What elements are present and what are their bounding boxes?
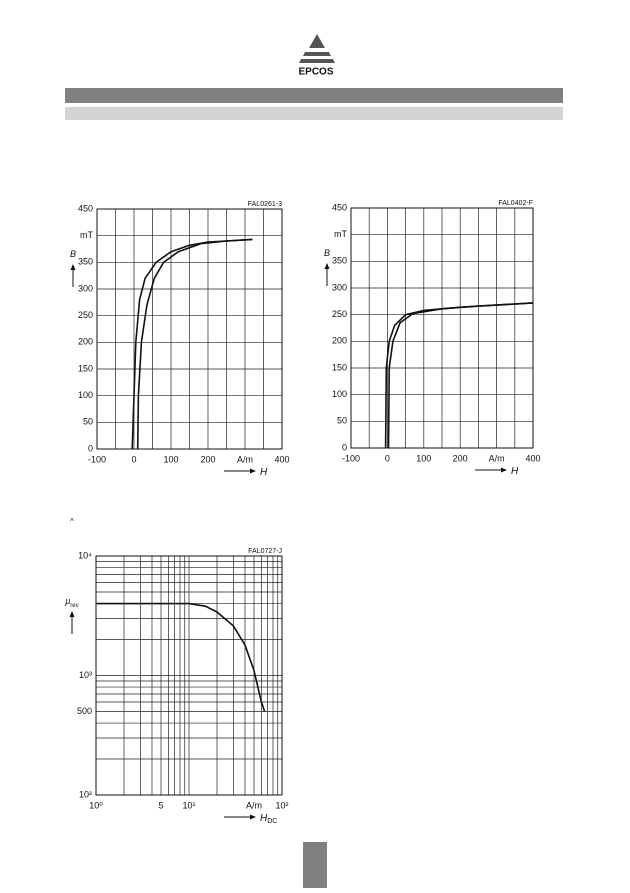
y-tick-label: 300 — [332, 282, 347, 292]
x-axis-label-main: H — [260, 813, 268, 824]
mark: ^ — [70, 517, 74, 526]
x-axis-arrowhead — [250, 468, 256, 474]
y-axis-label-main: B — [324, 248, 330, 258]
y-axis-label-main: μ — [64, 596, 70, 606]
x-axis-label: H — [260, 467, 268, 478]
y-tick-label: mT — [334, 229, 347, 239]
x-axis-arrowhead — [250, 814, 256, 820]
logo-icon — [299, 34, 335, 63]
y-tick-label: 200 — [78, 337, 93, 347]
subheader-bar — [65, 107, 563, 120]
x-tick-label: 10² — [275, 800, 288, 810]
y-tick-label: 150 — [332, 362, 347, 372]
curve — [387, 302, 534, 449]
y-axis-arrowhead — [70, 264, 76, 270]
x-axis-label: HDC — [260, 813, 277, 825]
curve — [131, 238, 253, 450]
plot-frame — [96, 208, 283, 450]
y-tick-label: 10³ — [79, 670, 92, 680]
y-axis-arrowhead — [324, 263, 330, 269]
curve — [96, 602, 266, 712]
y-tick-label: 10⁴ — [78, 550, 92, 560]
y-axis-arrowhead — [69, 611, 75, 617]
y-tick-label: 150 — [78, 363, 93, 373]
x-tick-label: 0 — [385, 453, 390, 463]
y-tick-label: 0 — [88, 443, 93, 453]
logo-text: EPCOS — [298, 67, 333, 78]
x-tick-label: 0 — [131, 454, 136, 464]
y-tick-label: 100 — [78, 390, 93, 400]
y-axis-label: B — [324, 248, 330, 258]
plot-frame — [95, 555, 283, 796]
x-axis-label-main: H — [511, 466, 519, 477]
x-axis-arrowhead — [501, 467, 507, 473]
x-tick-label: 200 — [453, 453, 468, 463]
y-tick-label: 500 — [77, 706, 92, 716]
chart-code: FAL0261-3 — [248, 201, 282, 208]
y-axis-label-main: B — [70, 249, 76, 259]
y-tick-label: 450 — [78, 203, 93, 213]
page-tab — [303, 842, 327, 888]
y-tick-label: 250 — [332, 309, 347, 319]
chart-code: FAL0402-F — [498, 200, 533, 207]
y-tick-label: 0 — [342, 442, 347, 452]
x-axis-label-sub: DC — [267, 818, 277, 825]
x-axis-label: H — [511, 466, 519, 477]
x-tick-label: -100 — [342, 453, 360, 463]
y-tick-label: 350 — [332, 256, 347, 266]
y-tick-label: 50 — [337, 416, 347, 426]
y-tick-label: 350 — [78, 257, 93, 267]
x-tick-label: 10¹ — [182, 800, 195, 810]
y-tick-label: 10² — [79, 789, 92, 799]
x-tick-label: 100 — [416, 453, 431, 463]
y-axis-label-sub: rev — [70, 603, 78, 609]
curve — [384, 302, 534, 449]
curve — [136, 238, 253, 450]
x-tick-label: 10⁰ — [89, 800, 103, 810]
x-tick-label: -100 — [88, 454, 106, 464]
x-tick-label: A/m — [237, 454, 253, 464]
x-tick-label: 100 — [163, 454, 178, 464]
y-tick-label: mT — [80, 230, 93, 240]
y-tick-label: 250 — [78, 310, 93, 320]
x-tick-label: A/m — [246, 800, 262, 810]
y-tick-label: 50 — [83, 417, 93, 427]
y-axis-label: B — [70, 249, 76, 259]
x-tick-label: 5 — [158, 800, 163, 810]
y-tick-label: 100 — [332, 389, 347, 399]
y-tick-label: 450 — [332, 202, 347, 212]
y-tick-label: 300 — [78, 283, 93, 293]
chart-code: FAL0727-J — [248, 548, 282, 555]
plot-frame — [350, 207, 534, 449]
header-bar — [65, 88, 563, 103]
y-tick-label: 200 — [332, 336, 347, 346]
x-tick-label: 200 — [200, 454, 215, 464]
x-axis-label-main: H — [260, 467, 268, 478]
x-tick-label: A/m — [489, 453, 505, 463]
x-tick-label: 400 — [525, 453, 540, 463]
y-axis-label: μrev — [64, 596, 78, 608]
x-tick-label: 400 — [274, 454, 289, 464]
